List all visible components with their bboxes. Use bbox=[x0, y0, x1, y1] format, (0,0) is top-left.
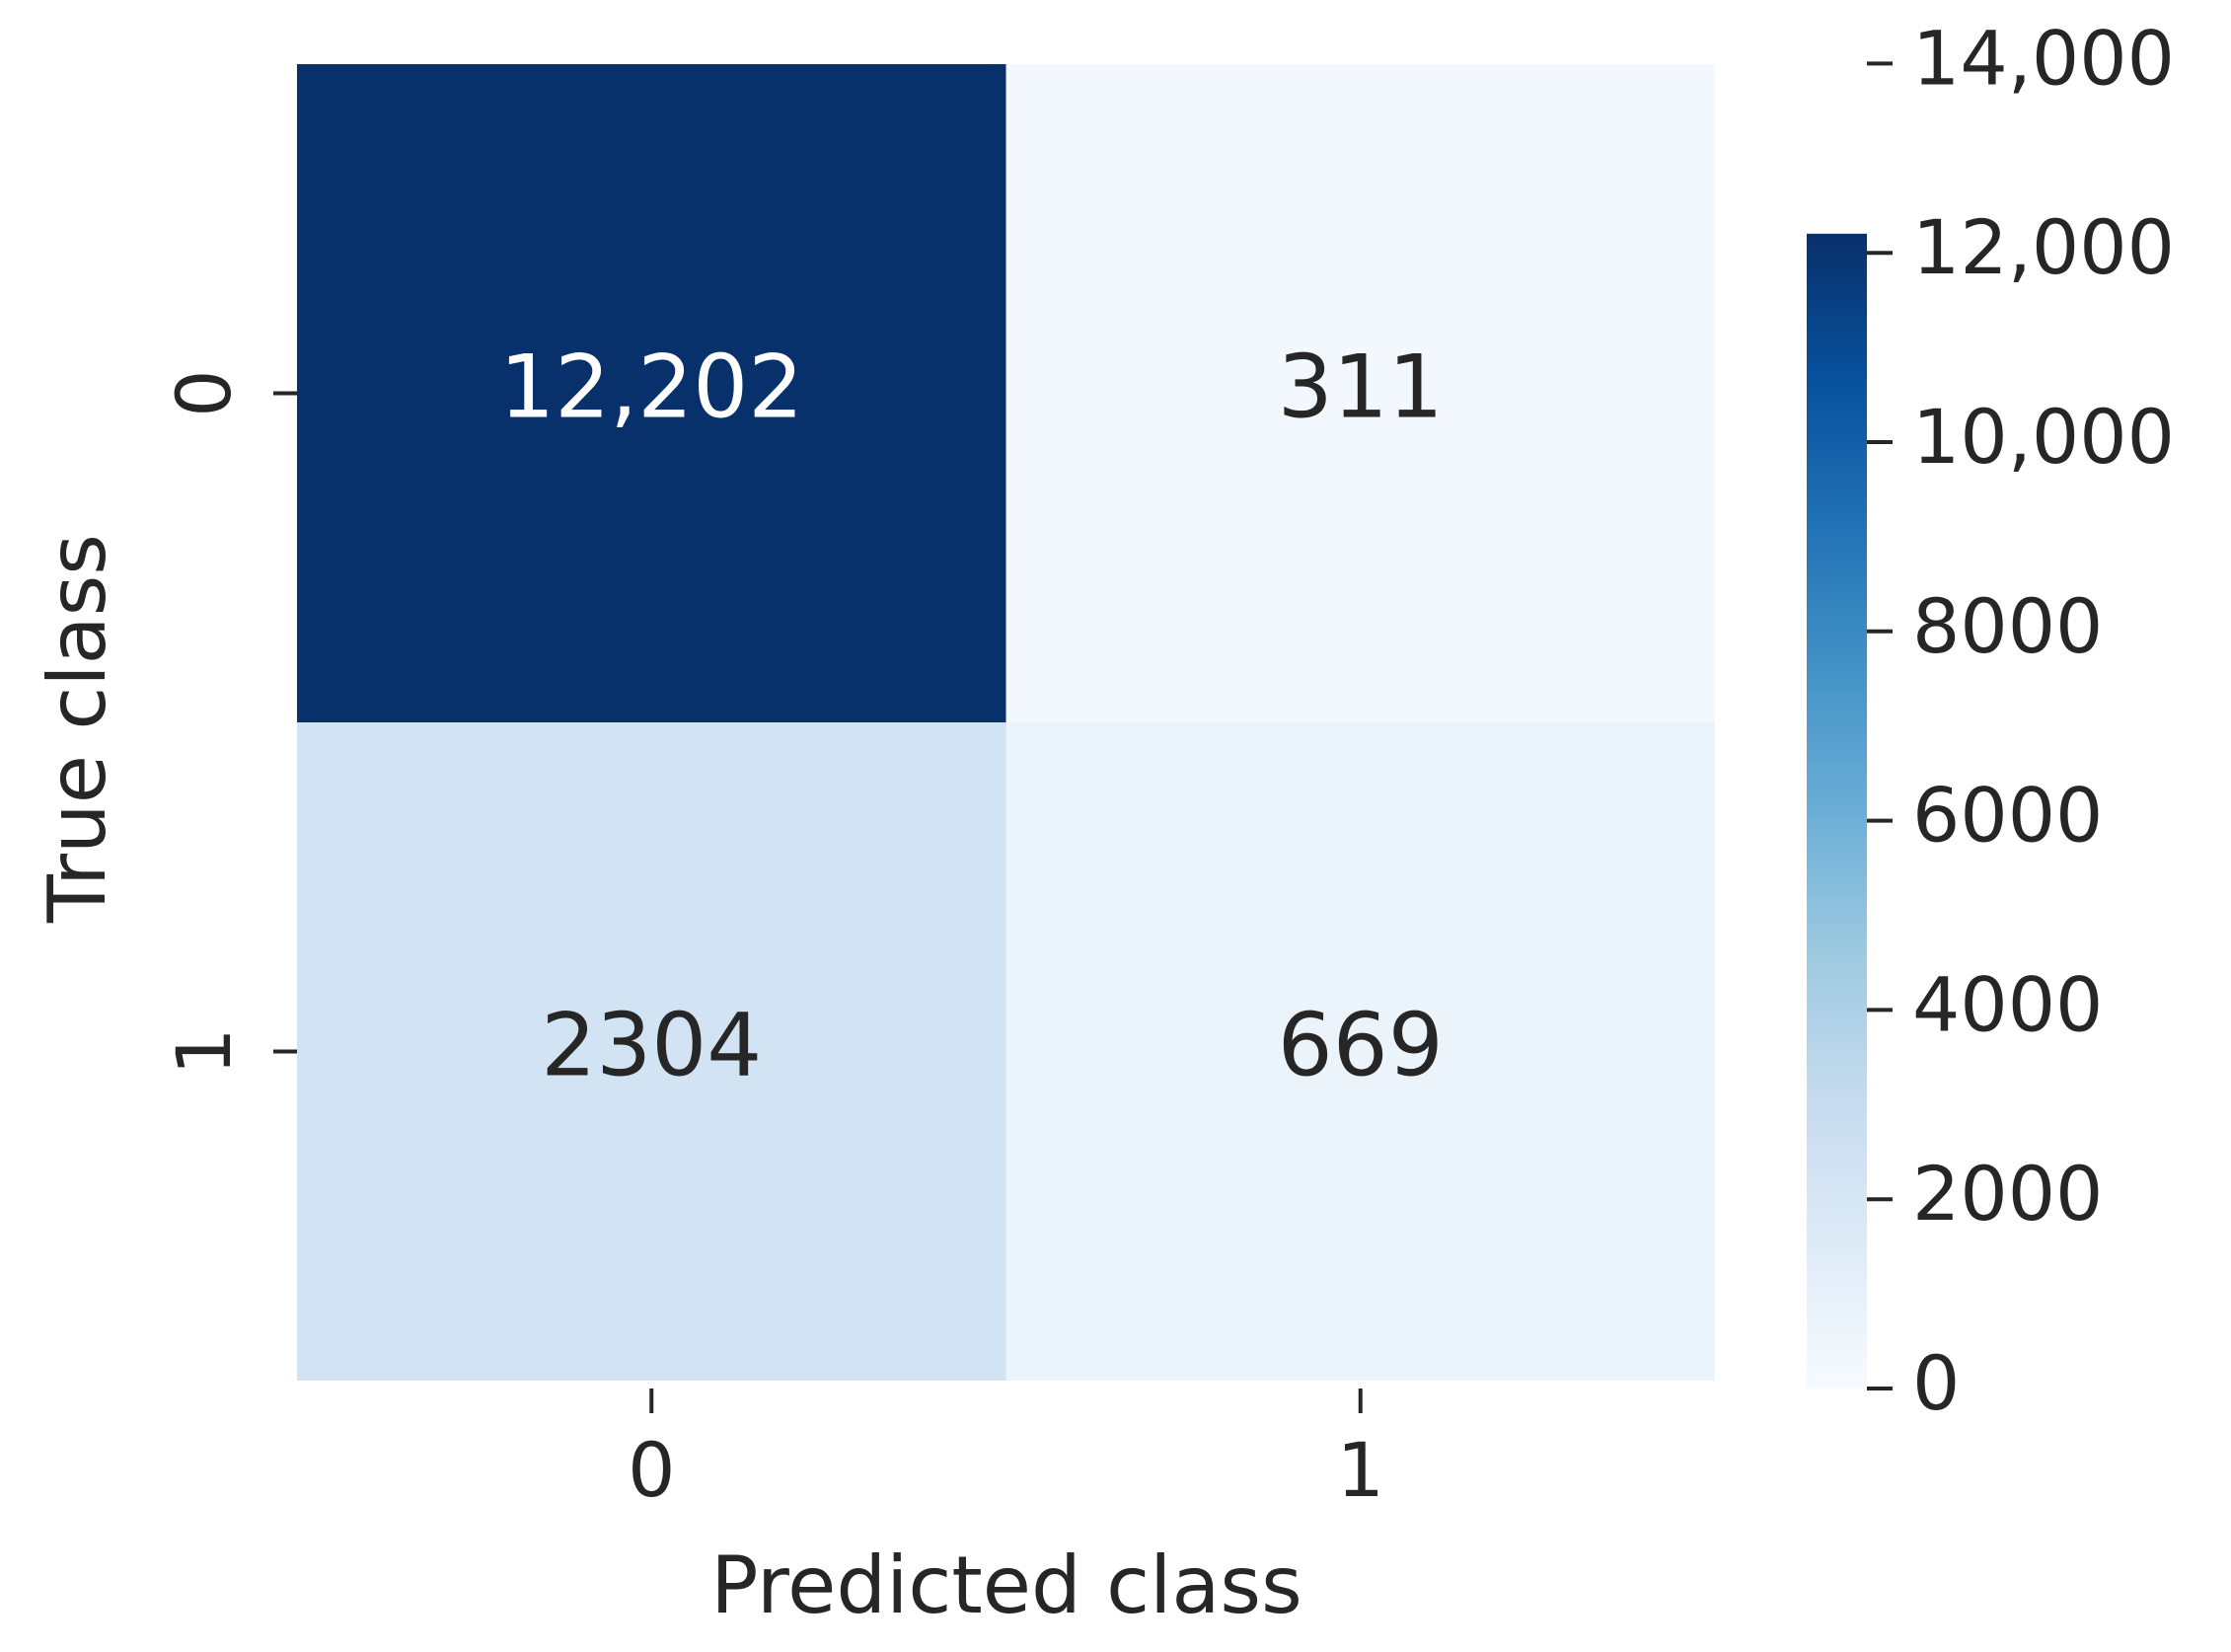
cell-value-label: 311 bbox=[1278, 336, 1444, 437]
colorbar-tick-label: 6000 bbox=[1912, 772, 2103, 860]
x-tick-label: 1 bbox=[1337, 1426, 1384, 1514]
colorbar bbox=[1807, 233, 1867, 1389]
colorbar-tick-label: 8000 bbox=[1912, 582, 2103, 670]
cell-value-label: 2304 bbox=[541, 994, 762, 1095]
colorbar-tick-label: 4000 bbox=[1912, 960, 2103, 1048]
colorbar-tick-label: 14,000 bbox=[1912, 14, 2175, 102]
heatmap-cell bbox=[1005, 722, 1715, 1381]
heatmap-cell bbox=[297, 64, 1006, 722]
heatmap-cell bbox=[1005, 64, 1715, 722]
colorbar-tick-label: 0 bbox=[1912, 1339, 1960, 1427]
x-tick-label: 0 bbox=[628, 1426, 675, 1514]
colorbar-tick-label: 10,000 bbox=[1912, 393, 2175, 481]
cell-value-label: 12,202 bbox=[499, 336, 803, 437]
heatmap-cell bbox=[297, 722, 1006, 1381]
y-tick-label: 0 bbox=[160, 369, 248, 416]
cell-value-label: 669 bbox=[1278, 994, 1444, 1095]
y-axis-label: True class bbox=[32, 534, 123, 924]
x-axis-label: Predicted class bbox=[710, 1539, 1302, 1631]
y-tick-label: 1 bbox=[160, 1027, 248, 1075]
colorbar-tick-label: 12,000 bbox=[1912, 203, 2175, 291]
colorbar-tick-label: 2000 bbox=[1912, 1150, 2103, 1238]
